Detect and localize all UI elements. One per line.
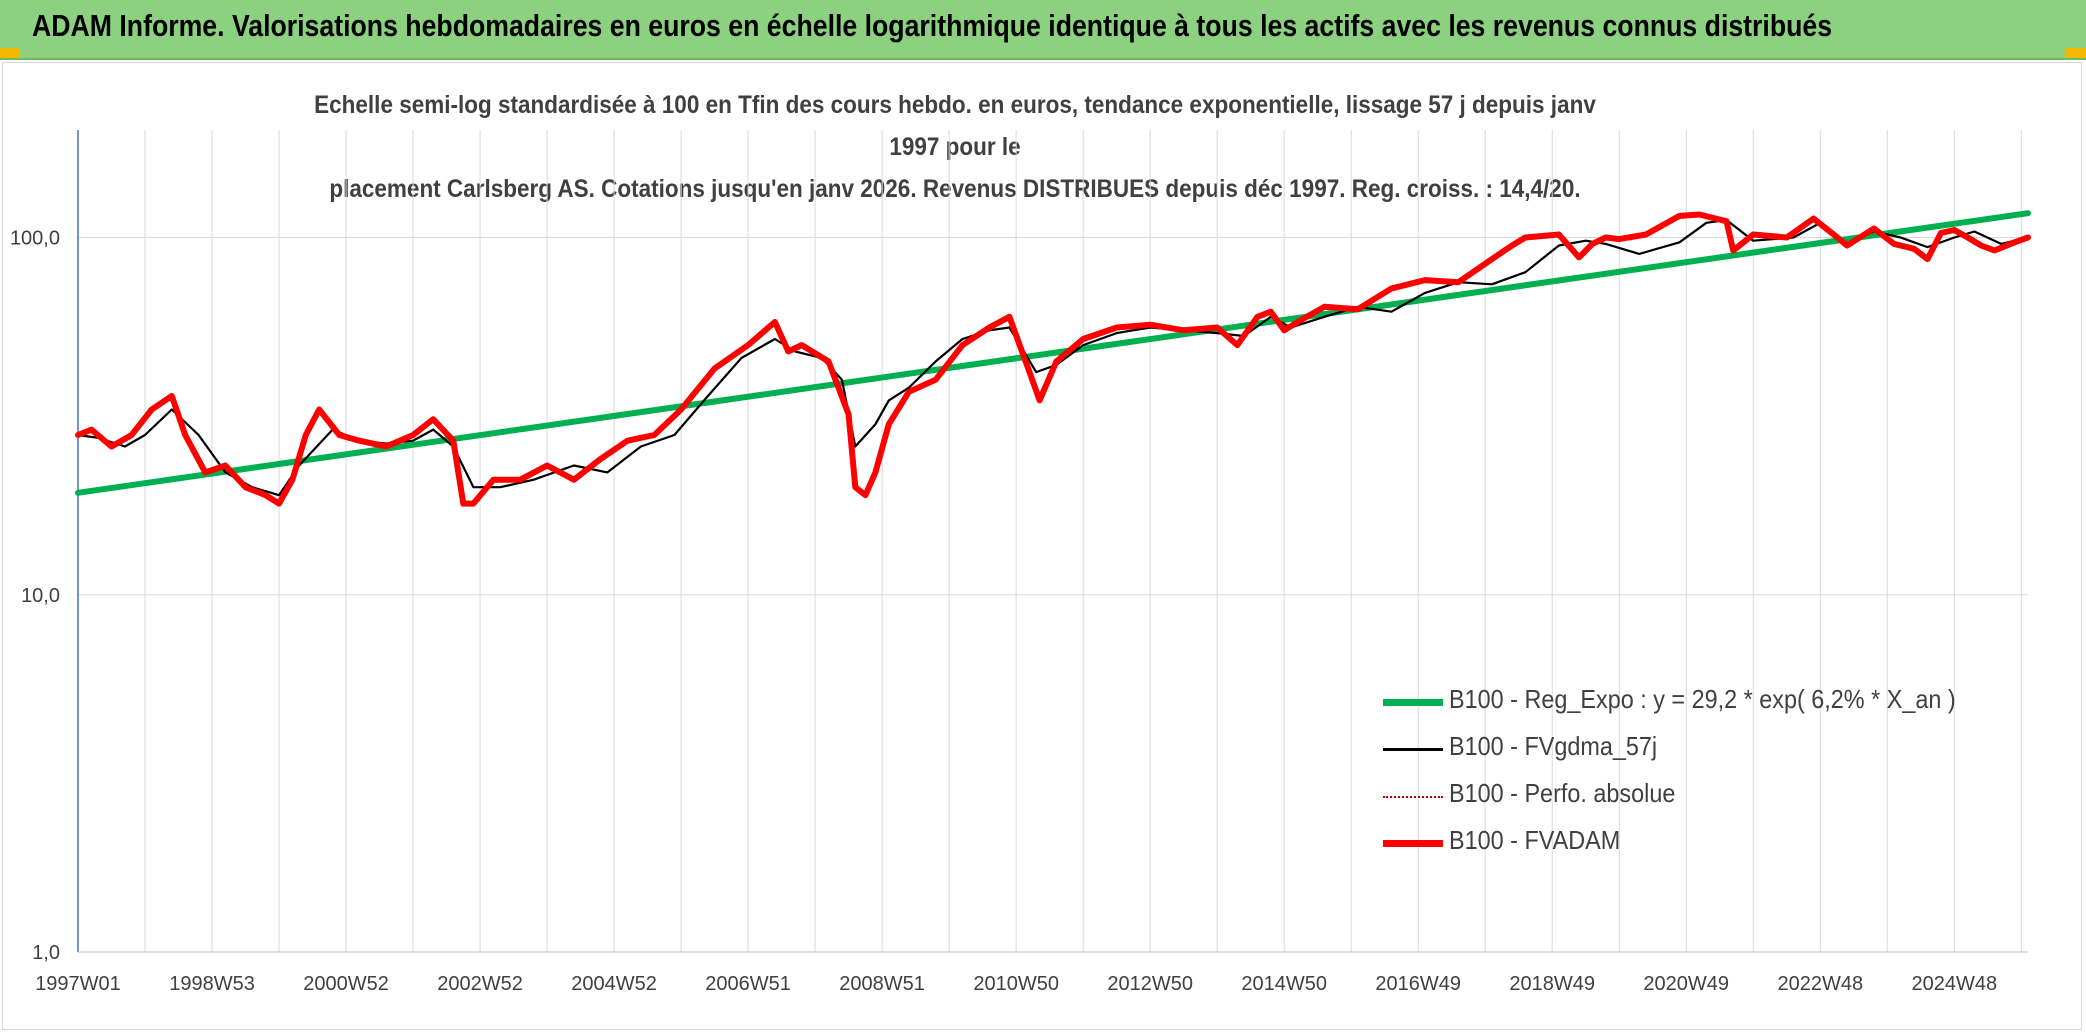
chart-frame [2, 62, 2082, 1030]
legend-swatch-reg-expo [1383, 699, 1443, 706]
x-tick-label: 2000W52 [303, 973, 389, 995]
corner-marker-right [2066, 48, 2086, 58]
x-tick-label: 2004W52 [571, 973, 657, 995]
x-tick-label: 2008W51 [839, 973, 925, 995]
tick-labels: 1,0 10,0 100,0 1997W01 1998W53 2000W52 2002W52… [10, 228, 1997, 995]
legend-swatch-fvadam [1383, 840, 1443, 847]
legend-label-fvadam: B100 - FVADAM [1449, 825, 1621, 855]
x-tick-label: 2010W50 [973, 973, 1059, 995]
x-tick-label: 2012W50 [1107, 973, 1193, 995]
x-tick-label: 2018W49 [1509, 973, 1595, 995]
legend-label-fvgdma: B100 - FVgdma_57j [1449, 731, 1658, 761]
report-title: ADAM Informe. Valorisations hebdomadaire… [32, 8, 1833, 43]
x-tick-label: 2024W48 [1911, 973, 1997, 995]
series-line-1 [76, 218, 2030, 497]
x-tick-label: 2014W50 [1241, 973, 1327, 995]
legend-item-fvgdma: B100 - FVgdma_57j [1383, 727, 1983, 774]
y-tick-label: 1,0 [32, 942, 60, 964]
legend-item-reg-expo: B100 - Reg_Expo : y = 29,2 * exp( 6,2% *… [1383, 680, 1983, 727]
legend-swatch-perfo [1383, 796, 1443, 798]
chart-title-line-1: Echelle semi-log standardisée à 100 en T… [314, 91, 1596, 161]
series-lines [75, 210, 2031, 507]
legend-label-reg-expo: B100 - Reg_Expo : y = 29,2 * exp( 6,2% *… [1449, 684, 1956, 714]
x-tick-label: 1998W53 [169, 973, 255, 995]
series-line-3 [75, 211, 2031, 507]
y-tick-label: 100,0 [10, 228, 60, 250]
chart-legend: B100 - Reg_Expo : y = 29,2 * exp( 6,2% *… [1383, 680, 1983, 868]
corner-marker-left [0, 48, 20, 58]
legend-swatch-fvgdma [1383, 748, 1443, 751]
legend-item-fvadam: B100 - FVADAM [1383, 821, 1983, 868]
y-tick-label: 10,0 [21, 585, 60, 607]
x-tick-label: 2020W49 [1643, 973, 1729, 995]
legend-item-perfo: B100 - Perfo. absolue [1383, 774, 1983, 821]
x-tick-label: 2022W48 [1777, 973, 1863, 995]
x-tick-label: 2002W52 [437, 973, 523, 995]
chart-title-line-2: placement Carlsberg AS. Cotations jusqu'… [329, 175, 1581, 203]
legend-label-perfo: B100 - Perfo. absolue [1449, 778, 1676, 808]
report-banner: ADAM Informe. Valorisations hebdomadaire… [0, 0, 2086, 60]
chart-title: Echelle semi-log standardisée à 100 en T… [312, 84, 1599, 210]
x-tick-label: 1997W01 [35, 973, 121, 995]
x-tick-label: 2006W51 [705, 973, 791, 995]
x-tick-label: 2016W49 [1375, 973, 1461, 995]
series-line-0 [75, 210, 2031, 496]
axes [77, 130, 2028, 953]
